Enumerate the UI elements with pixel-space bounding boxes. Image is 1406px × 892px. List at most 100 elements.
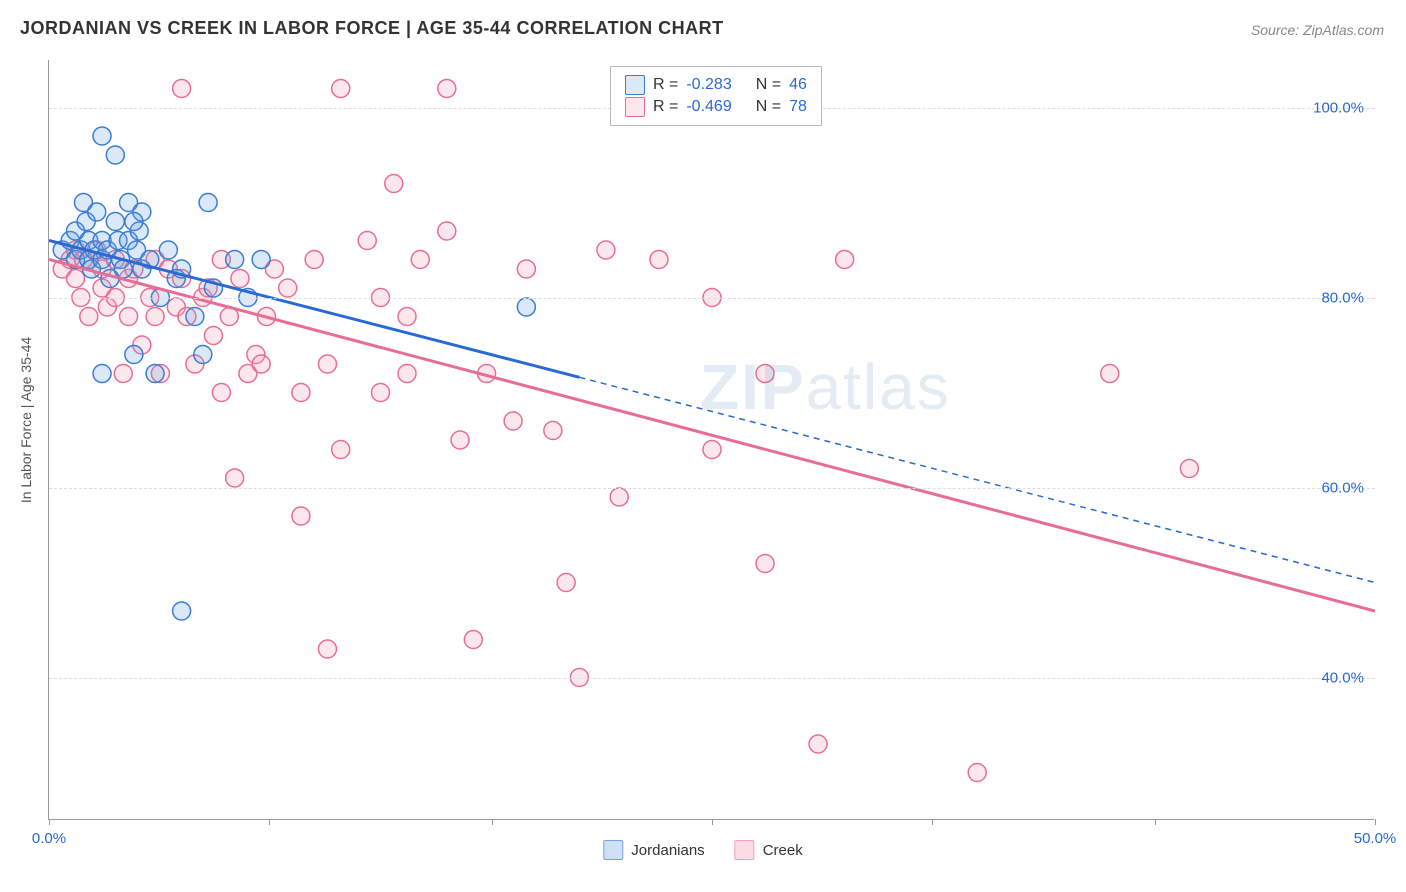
legend-swatch [625,97,645,117]
legend-item: Creek [735,840,803,860]
x-tick-label: 50.0% [1354,830,1397,847]
r-label: R = [653,98,678,116]
chart-title: JORDANIAN VS CREEK IN LABOR FORCE | AGE … [20,18,724,39]
data-point [292,384,310,402]
data-point [173,602,191,620]
correlation-legend: R = -0.283 N = 46 R = -0.469 N = 78 [610,66,822,126]
data-point [1101,365,1119,383]
grid-line [49,678,1375,679]
data-point [650,251,668,269]
data-point [756,365,774,383]
y-axis-label: In Labor Force | Age 35-44 [18,337,34,503]
data-point [125,213,143,231]
data-point [204,327,222,345]
data-point [186,308,204,326]
data-point [194,346,212,364]
x-tick-mark [1375,819,1376,825]
data-point [305,251,323,269]
data-point [252,355,270,373]
data-point [517,298,535,316]
y-tick-label: 40.0% [1321,669,1364,686]
data-point [88,203,106,221]
x-tick-mark [712,819,713,825]
data-point [358,232,376,250]
data-point [120,308,138,326]
n-label: N = [756,76,781,94]
n-value: 78 [789,98,807,116]
legend-swatch [603,840,623,860]
r-label: R = [653,76,678,94]
data-point [597,241,615,259]
legend-row: R = -0.283 N = 46 [625,75,807,95]
data-point [226,469,244,487]
legend-swatch [625,75,645,95]
data-point [231,270,249,288]
y-tick-label: 80.0% [1321,289,1364,306]
data-point [93,127,111,145]
data-point [398,365,416,383]
data-point [159,241,177,259]
series-legend: Jordanians Creek [603,840,802,860]
data-point [1180,460,1198,478]
data-point [517,260,535,278]
data-point [125,346,143,364]
legend-swatch [735,840,755,860]
x-tick-mark [492,819,493,825]
scatter-svg [49,60,1375,820]
x-tick-mark [49,819,50,825]
regression-line [49,260,1375,612]
plot-area: 40.0%60.0%80.0%100.0%0.0%50.0% [48,60,1374,820]
data-point [610,488,628,506]
grid-line [49,488,1375,489]
source-attribution: Source: ZipAtlas.com [1251,22,1384,38]
data-point [106,146,124,164]
regression-line-extrapolated [579,377,1375,582]
data-point [372,384,390,402]
legend-label: Jordanians [631,842,704,859]
data-point [318,640,336,658]
data-point [212,384,230,402]
data-point [756,555,774,573]
data-point [252,251,270,269]
x-tick-label: 0.0% [32,830,66,847]
data-point [968,764,986,782]
x-tick-mark [269,819,270,825]
y-tick-label: 60.0% [1321,479,1364,496]
data-point [438,222,456,240]
data-point [451,431,469,449]
data-point [557,574,575,592]
data-point [438,80,456,98]
n-value: 46 [789,76,807,94]
r-value: -0.469 [686,98,731,116]
x-tick-mark [1155,819,1156,825]
data-point [146,365,164,383]
data-point [836,251,854,269]
data-point [226,251,244,269]
data-point [504,412,522,430]
data-point [332,80,350,98]
data-point [80,308,98,326]
data-point [809,735,827,753]
data-point [703,441,721,459]
data-point [67,270,85,288]
grid-line [49,298,1375,299]
n-label: N = [756,98,781,116]
data-point [106,213,124,231]
r-value: -0.283 [686,76,731,94]
data-point [332,441,350,459]
data-point [173,80,191,98]
data-point [464,631,482,649]
y-tick-label: 100.0% [1313,99,1364,116]
data-point [146,308,164,326]
legend-item: Jordanians [603,840,704,860]
data-point [385,175,403,193]
data-point [279,279,297,297]
x-tick-mark [932,819,933,825]
data-point [114,365,132,383]
data-point [411,251,429,269]
data-point [199,194,217,212]
data-point [318,355,336,373]
data-point [93,365,111,383]
data-point [544,422,562,440]
data-point [398,308,416,326]
